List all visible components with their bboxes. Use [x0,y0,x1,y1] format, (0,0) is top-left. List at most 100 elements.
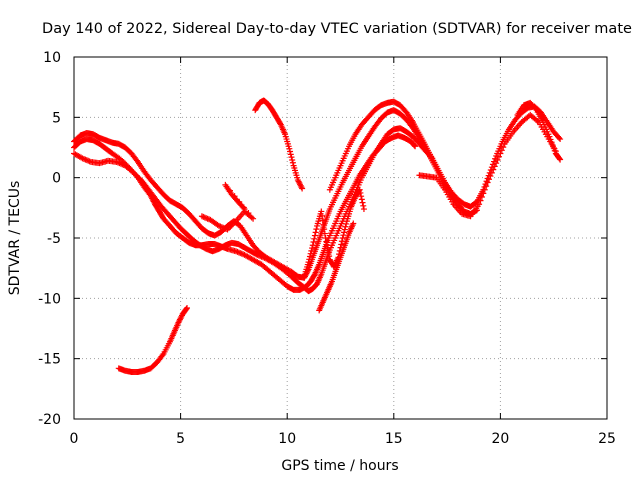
data-point [556,155,563,162]
data-point [319,212,326,219]
data-point [411,142,418,149]
data-point [343,220,350,227]
data-point [338,241,345,248]
data-point [320,221,327,228]
data-point [546,133,553,140]
data-point [313,226,320,233]
data-point [323,242,330,249]
x-tick-label: 15 [385,431,403,447]
data-point [325,249,332,256]
data-point [532,105,539,112]
data-point [360,206,367,213]
data-point [341,226,348,233]
data-point [356,186,363,193]
data-point [321,226,328,233]
series-arc-9 [198,181,257,233]
data-point [487,173,494,180]
data-point [241,206,248,213]
data-point [495,153,502,160]
data-point [412,143,419,150]
data-point [483,183,490,190]
data-point [498,147,505,154]
data-point [359,199,366,206]
data-point [286,145,293,152]
x-axis-label: GPS time / hours [281,458,398,474]
data-point [288,154,295,161]
data-point [556,134,563,141]
data-point [321,230,328,237]
series-arc-2 [71,125,436,295]
data-points [71,97,564,375]
data-point [494,156,501,163]
data-point [309,245,316,252]
data-point [299,185,306,192]
x-tick-label: 25 [598,431,616,447]
data-point [305,259,312,266]
y-tick-label: -15 [38,352,61,368]
data-point [490,166,497,173]
data-point [550,144,557,151]
data-point [551,147,558,154]
data-point [319,217,326,224]
chart-title: Day 140 of 2022, Sidereal Day-to-day VTE… [42,21,632,37]
data-point [306,256,313,263]
data-point [307,250,314,257]
data-point [478,193,485,200]
data-point [287,151,294,158]
y-tick-label: 5 [52,110,61,126]
y-axis-label: SDTVAR / TECUs [7,181,23,296]
data-point [488,169,495,176]
data-point [309,242,316,249]
data-point [497,150,504,157]
data-point [480,190,487,197]
data-point [339,235,346,241]
y-tick-label: 0 [52,171,61,187]
series-arc-6 [514,99,564,163]
data-point [342,223,349,230]
series-arc-10 [301,186,367,280]
grid [74,57,607,419]
data-point [310,239,317,246]
data-point [287,148,294,155]
data-point [318,208,325,215]
data-point [183,304,190,311]
data-point [477,197,484,204]
data-point [557,136,564,143]
data-point [549,142,556,149]
data-point [308,247,315,254]
data-point [481,186,488,193]
x-tick-label: 0 [70,431,79,447]
data-point [358,193,365,200]
data-point [289,156,296,163]
y-tick-label: -10 [38,291,61,307]
series-arc-8 [115,304,190,375]
data-point [491,163,498,170]
data-point [500,144,507,151]
x-tick-label: 20 [491,431,509,447]
data-point [311,235,318,242]
plot-frame [73,56,608,420]
data-point [289,159,296,166]
data-point [548,139,555,146]
data-point [311,232,318,239]
data-point [250,215,257,222]
data-point [323,238,330,245]
x-tick-label: 10 [278,431,296,447]
data-point [326,253,333,260]
data-point [476,201,483,208]
data-point [557,156,564,163]
data-point [245,210,252,217]
series-arc-3 [71,107,480,281]
x-tick-label: 5 [176,431,185,447]
data-point [486,176,493,183]
data-point [350,220,357,227]
data-point [322,235,329,241]
data-point [358,196,365,203]
data-point [493,160,500,167]
data-point [484,179,491,186]
data-point [360,202,367,209]
data-point [547,136,554,143]
data-point [183,305,190,312]
series-arc-4 [326,98,564,210]
